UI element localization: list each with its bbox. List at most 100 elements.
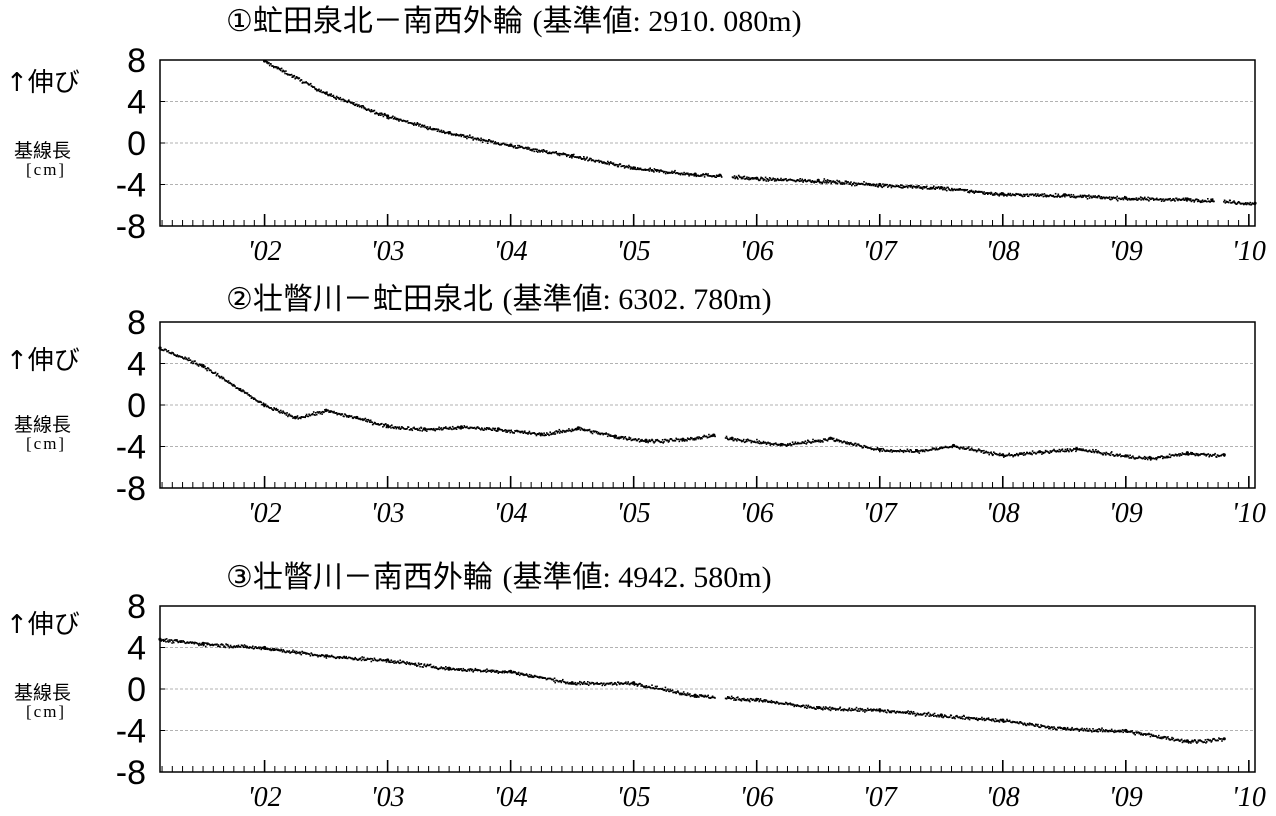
- scatter-dot: [1053, 448, 1055, 451]
- scatter-dot: [313, 86, 316, 88]
- scatter-dot: [934, 188, 937, 190]
- scatter-dot: [223, 645, 226, 647]
- scatter-dot: [523, 431, 526, 433]
- scatter-dot: [163, 640, 165, 642]
- scatter-dot: [300, 79, 303, 81]
- scatter-dot: [1155, 457, 1157, 459]
- scatter-dot: [248, 395, 251, 397]
- scatter-dot: [742, 177, 744, 180]
- scatter-dot: [437, 428, 439, 430]
- scatter-dot: [334, 97, 337, 99]
- scatter-dot: [1199, 201, 1202, 204]
- scatter-dot: [1194, 739, 1197, 742]
- scatter-dot: [960, 446, 962, 449]
- scatter-dot: [1159, 737, 1162, 740]
- scatter-dot: [622, 682, 625, 685]
- scatter-dot: [821, 182, 824, 185]
- scatter-dot: [785, 445, 788, 447]
- scatter-dot: [584, 158, 587, 160]
- scatter-dot: [878, 709, 881, 711]
- scatter-dot: [416, 427, 418, 430]
- scatter-dot: [1121, 455, 1124, 457]
- scatter-dot: [822, 180, 825, 182]
- scatter-dot: [574, 428, 576, 431]
- scatter-dot: [664, 170, 666, 173]
- scatter-dot: [910, 449, 912, 452]
- scatter-dot: [275, 407, 278, 410]
- scatter-dot: [737, 178, 739, 180]
- scatter-dot: [1048, 452, 1051, 454]
- scatter-dot: [1023, 195, 1026, 197]
- scatter-dot: [1085, 449, 1087, 451]
- scatter-dot: [576, 427, 578, 430]
- scatter-dot: [1136, 199, 1138, 201]
- scatter-dot: [579, 156, 581, 158]
- scatter-dot: [803, 442, 806, 444]
- scatter-dot: [852, 709, 854, 711]
- scatter-dot: [653, 168, 656, 170]
- scatter-dot: [380, 112, 383, 114]
- scatter-dot: [373, 657, 376, 660]
- scatter-dot: [418, 125, 420, 127]
- scatter-dot: [917, 186, 919, 189]
- scatter-dot: [1135, 197, 1138, 199]
- scatter-dot: [854, 184, 856, 187]
- scatter-dot: [200, 363, 202, 366]
- scatter-dot: [778, 703, 780, 705]
- scatter-dot: [532, 676, 534, 679]
- scatter-dot: [413, 664, 416, 666]
- scatter-dot: [561, 431, 564, 434]
- scatter-dot: [503, 142, 505, 145]
- scatter-dot: [560, 153, 562, 155]
- scatter-dot: [943, 186, 946, 189]
- scatter-dot: [532, 148, 535, 150]
- scatter-dot: [287, 74, 289, 76]
- scatter-dot: [166, 640, 169, 642]
- scatter-dot: [1186, 200, 1188, 202]
- scatter-dot: [1062, 450, 1064, 452]
- scatter-dot: [518, 674, 521, 677]
- scatter-dot: [671, 172, 674, 174]
- scatter-dot: [933, 447, 936, 450]
- scatter-dot: [1232, 201, 1234, 204]
- scatter-dot: [476, 668, 478, 671]
- scatter-dot: [1158, 737, 1161, 739]
- scatter-dot: [444, 668, 446, 671]
- scatter-dot: [664, 686, 667, 689]
- scatter-dot: [777, 701, 779, 704]
- scatter-dot: [503, 671, 506, 674]
- scatter-dot: [1022, 195, 1024, 198]
- scatter-dot: [245, 646, 248, 649]
- scatter-dot: [872, 448, 874, 450]
- scatter-dot: [890, 186, 893, 189]
- scatter-dot: [1036, 194, 1039, 197]
- scatter-dot: [1080, 728, 1082, 731]
- scatter-dot: [1140, 199, 1142, 201]
- scatter-dot: [731, 437, 734, 440]
- scatter-dot: [819, 181, 821, 184]
- scatter-dot: [1169, 197, 1171, 200]
- scatter-dot: [527, 148, 530, 150]
- scatter-dot: [780, 443, 782, 446]
- scatter-dot: [393, 117, 395, 120]
- scatter-dot: [481, 428, 484, 430]
- scatter-dot: [758, 442, 761, 445]
- scatter-dot: [889, 450, 891, 453]
- scatter-dot: [1067, 728, 1070, 731]
- chart-title-3-reference: (基準値: 4942. 580m): [502, 561, 772, 594]
- scatter-dot: [432, 429, 434, 431]
- scatter-dot: [1063, 193, 1065, 196]
- scatter-dot: [645, 441, 647, 443]
- scatter-dot: [848, 707, 851, 709]
- scatter-dot: [487, 428, 490, 430]
- scatter-dot: [328, 655, 331, 657]
- scatter-dot: [293, 74, 296, 77]
- scatter-dot: [1160, 198, 1162, 200]
- scatter-dot: [1123, 197, 1125, 199]
- scatter-dot: [803, 179, 806, 182]
- scatter-dot: [273, 647, 275, 650]
- scatter-dot: [569, 429, 572, 432]
- scatter-dot: [1218, 737, 1220, 739]
- scatter-dot: [442, 130, 445, 132]
- scatter-dot: [1001, 719, 1003, 721]
